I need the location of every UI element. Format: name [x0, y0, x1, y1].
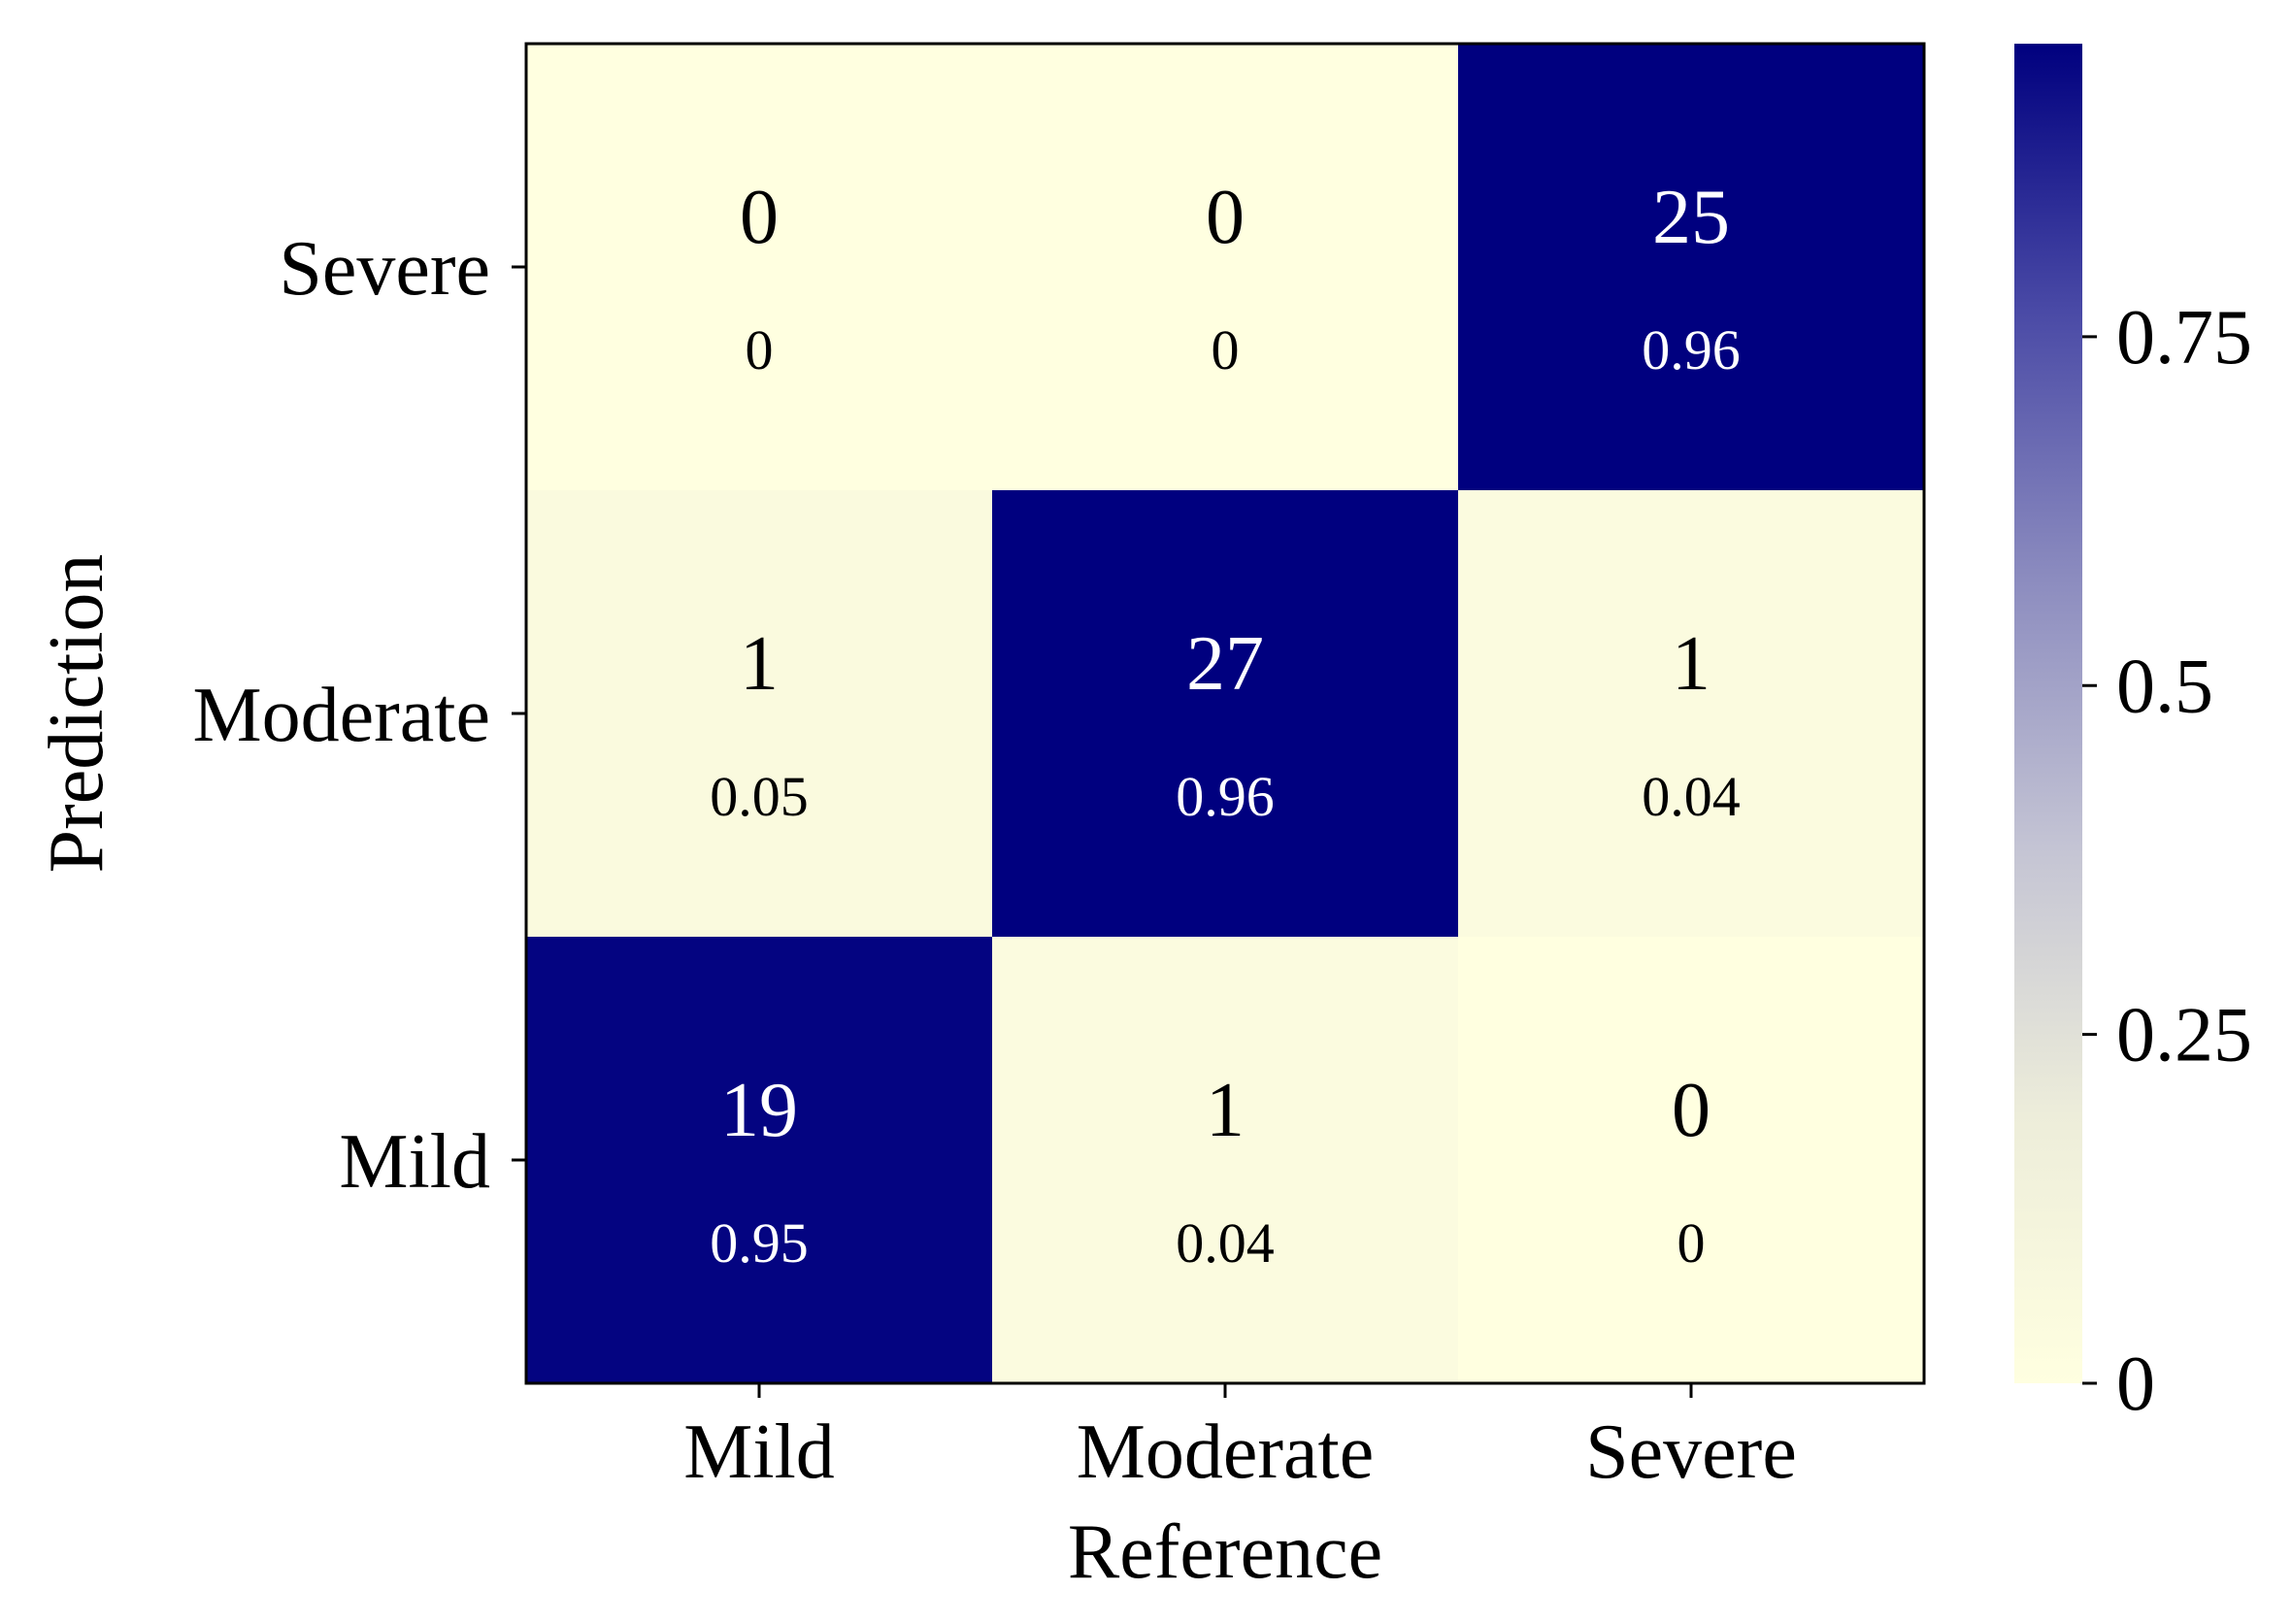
x-tick-label-severe: Severe: [1585, 1409, 1797, 1495]
y-axis: Severe Moderate Mild Prediction: [34, 226, 526, 1205]
colorbar: 0 0.25 0.5 0.75: [2014, 44, 2252, 1427]
cell-fraction-mild-moderate: 0.05: [710, 765, 809, 828]
cell-count-severe-severe: 25: [1652, 175, 1730, 260]
cell-count-severe-mild: 0: [1672, 1068, 1711, 1153]
x-tick-label-moderate: Moderate: [1077, 1409, 1375, 1495]
y-tick-label-severe: Severe: [279, 226, 490, 312]
x-axis: Mild Moderate Severe Reference: [683, 1383, 1797, 1595]
cell-count-mild-moderate: 1: [740, 621, 779, 707]
colorbar-ticks: 0 0.25 0.5 0.75: [2082, 295, 2252, 1427]
colorbar-tick-label-0: 0: [2116, 1342, 2155, 1427]
y-axis-label: Prediction: [34, 554, 119, 874]
cell-count-moderate-moderate: 27: [1186, 621, 1264, 707]
cell-count-severe-moderate: 1: [1672, 621, 1711, 707]
cell-severe-severe: [1458, 44, 1924, 490]
cell-fraction-severe-moderate: 0.04: [1642, 765, 1741, 828]
cell-fraction-moderate-mild: 0.04: [1176, 1211, 1275, 1275]
cell-fraction-moderate-severe: 0: [1212, 318, 1240, 381]
cell-count-moderate-severe: 0: [1206, 175, 1245, 260]
cell-severe-moderate: [1458, 490, 1924, 937]
colorbar-tick-label-0.5: 0.5: [2116, 644, 2213, 729]
cell-moderate-moderate: [992, 490, 1458, 937]
cell-moderate-severe: [992, 44, 1458, 490]
cell-count-mild-severe: 0: [740, 175, 779, 260]
y-tick-label-mild: Mild: [339, 1119, 490, 1205]
cell-count-mild-mild: 19: [720, 1068, 798, 1153]
cell-fraction-moderate-moderate: 0.96: [1176, 765, 1275, 828]
cell-fraction-severe-mild: 0: [1677, 1211, 1706, 1275]
heatmap-cells: 0 0 0 0 25 0.96 1 0.05 27 0.96 1 0.04 19 0.95 1 0.04 0 0: [526, 44, 1924, 1383]
cell-fraction-severe-severe: 0.96: [1642, 318, 1741, 381]
colorbar-gradient: [2014, 44, 2082, 1383]
cell-mild-severe: [526, 44, 992, 490]
cell-fraction-mild-severe: 0: [746, 318, 774, 381]
cell-mild-moderate: [526, 490, 992, 937]
cell-fraction-mild-mild: 0.95: [710, 1211, 809, 1275]
cell-severe-mild: [1458, 937, 1924, 1383]
colorbar-tick-label-0.75: 0.75: [2116, 295, 2252, 381]
x-tick-label-mild: Mild: [683, 1409, 835, 1495]
colorbar-tick-label-0.25: 0.25: [2116, 993, 2252, 1078]
x-axis-label: Reference: [1068, 1509, 1382, 1595]
y-tick-label-moderate: Moderate: [192, 673, 490, 758]
cell-moderate-mild: [992, 937, 1458, 1383]
cell-count-moderate-mild: 1: [1206, 1068, 1245, 1153]
cell-mild-mild: [526, 937, 992, 1383]
